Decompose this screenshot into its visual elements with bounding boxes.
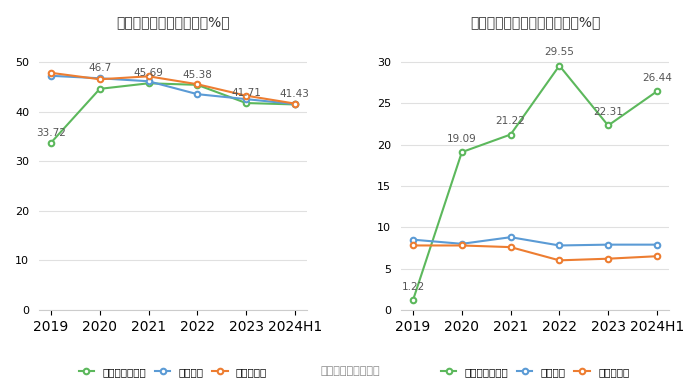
行业中位数 — [604, 256, 612, 261]
行业中位数 — [96, 77, 104, 82]
行业均值 — [193, 92, 202, 96]
Text: 21.22: 21.22 — [496, 116, 526, 126]
有息资产负债率 — [652, 89, 661, 94]
行业中位数 — [409, 243, 417, 248]
Text: 29.55: 29.55 — [545, 47, 574, 57]
行业均值 — [409, 237, 417, 242]
有息资产负债率 — [409, 297, 417, 302]
Line: 行业中位数: 行业中位数 — [410, 243, 659, 263]
Legend: 有息资产负债率, 行业均值, 行业中位数: 有息资产负债率, 行业均值, 行业中位数 — [437, 363, 634, 378]
行业中位数 — [458, 243, 466, 248]
Legend: 公司资产负债率, 行业均值, 行业中位数: 公司资产负债率, 行业均值, 行业中位数 — [74, 363, 272, 378]
公司资产负债率 — [193, 82, 202, 87]
公司资产负债率 — [242, 101, 251, 105]
Text: 45.38: 45.38 — [183, 70, 212, 80]
行业中位数 — [47, 71, 55, 75]
公司资产负债率 — [144, 81, 153, 85]
有息资产负债率 — [506, 132, 514, 137]
行业中位数 — [506, 245, 514, 249]
行业均值 — [242, 97, 251, 101]
Line: 行业均值: 行业均值 — [48, 73, 298, 107]
行业均值 — [506, 235, 514, 240]
行业中位数 — [144, 74, 153, 79]
Text: 26.44: 26.44 — [642, 73, 672, 83]
Text: 45.69: 45.69 — [134, 68, 164, 78]
行业均值 — [290, 102, 299, 106]
Text: 33.72: 33.72 — [36, 128, 66, 138]
行业均值 — [652, 242, 661, 247]
Text: 数据来源：恒生聚源: 数据来源：恒生聚源 — [320, 366, 380, 376]
Line: 公司资产负债率: 公司资产负债率 — [48, 81, 298, 146]
Text: 46.7: 46.7 — [88, 64, 111, 73]
Text: 41.43: 41.43 — [280, 90, 310, 99]
行业均值 — [96, 76, 104, 81]
Text: 1.22: 1.22 — [402, 282, 425, 291]
公司资产负债率 — [96, 87, 104, 91]
行业均值 — [47, 74, 55, 78]
行业中位数 — [290, 101, 299, 106]
Line: 行业均值: 行业均值 — [410, 234, 659, 248]
有息资产负债率 — [555, 64, 564, 68]
Line: 有息资产负债率: 有息资产负债率 — [410, 63, 659, 303]
有息资产负债率 — [604, 123, 612, 128]
行业均值 — [555, 243, 564, 248]
有息资产负债率 — [458, 150, 466, 154]
行业中位数 — [555, 258, 564, 263]
公司资产负债率 — [47, 140, 55, 145]
公司资产负债率 — [290, 102, 299, 107]
行业均值 — [144, 79, 153, 84]
行业中位数 — [242, 93, 251, 98]
行业中位数 — [193, 82, 202, 87]
Title: 近年来有息资产负债率情况（%）: 近年来有息资产负债率情况（%） — [470, 15, 600, 29]
行业均值 — [458, 242, 466, 246]
Text: 22.31: 22.31 — [593, 107, 623, 117]
Line: 行业中位数: 行业中位数 — [48, 70, 298, 106]
行业均值 — [604, 242, 612, 247]
Text: 41.71: 41.71 — [231, 88, 261, 98]
行业中位数 — [652, 254, 661, 259]
Text: 19.09: 19.09 — [447, 134, 477, 144]
Title: 近年来资产负债率情况（%）: 近年来资产负债率情况（%） — [116, 15, 230, 29]
